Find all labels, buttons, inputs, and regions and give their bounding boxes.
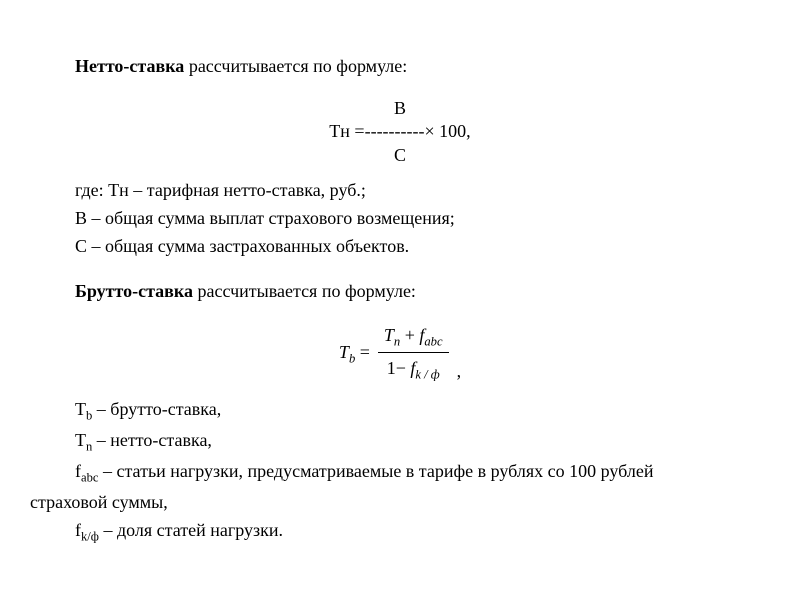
netto-heading-rest: рассчитывается по формуле:	[184, 56, 407, 76]
fk-rest: – доля статей нагрузки.	[99, 520, 283, 540]
brutto-den-1minus: 1−	[387, 358, 411, 378]
brutto-heading-bold: Брутто-ставка	[75, 281, 193, 301]
where-label: где:	[75, 180, 108, 200]
netto-formula-denominator: С	[370, 144, 430, 167]
tb-sym: T	[75, 399, 86, 419]
brutto-num-f-sub: abc	[424, 334, 442, 348]
tb-rest: – брутто-ставка,	[92, 399, 221, 419]
netto-formula-divline: ----------	[365, 120, 425, 143]
netto-formula-numerator: В	[370, 97, 430, 120]
brutto-def-tb: Tb – брутто-ставка,	[30, 396, 770, 425]
brutto-heading: Брутто-ставка рассчитывается по формуле:	[30, 278, 770, 304]
brutto-formula: Tb = Tn + fabc 1− fk / ф ,	[30, 322, 770, 385]
brutto-denominator: 1− fk / ф	[378, 353, 449, 384]
netto-formula: В Тн = ---------- × 100, С	[30, 97, 770, 167]
netto-defs: где: Тн – тарифная нетто-ставка, руб.; В…	[30, 177, 770, 259]
brutto-defs: Tb – брутто-ставка, Tn – нетто-ставка, f…	[30, 396, 770, 545]
tn-rest: – нетто-ставка,	[92, 430, 212, 450]
brutto-heading-rest: рассчитывается по формуле:	[193, 281, 416, 301]
netto-formula-times: × 100,	[425, 120, 471, 143]
netto-formula-mid: Тн = ---------- × 100,	[30, 120, 770, 143]
netto-def-tn-text: Тн – тарифная нетто-ставка, руб.;	[108, 180, 366, 200]
netto-def-c: С – общая сумма застрахованных объектов.	[30, 233, 770, 259]
brutto-formula-comma: ,	[457, 358, 462, 384]
brutto-def-fabc-cont: страховой суммы,	[30, 489, 770, 515]
brutto-den-f-sub: k / ф	[415, 368, 439, 382]
document-page: Нетто-ставка рассчитывается по формуле: …	[0, 0, 800, 600]
fk-sub: k/ф	[81, 530, 99, 544]
netto-def-tn: где: Тн – тарифная нетто-ставка, руб.;	[30, 177, 770, 203]
brutto-eq: =	[355, 342, 370, 362]
tn-sym: T	[75, 430, 86, 450]
brutto-num-T: T	[384, 325, 394, 345]
netto-heading: Нетто-ставка рассчитывается по формуле:	[30, 53, 770, 79]
netto-heading-bold: Нетто-ставка	[75, 56, 184, 76]
netto-formula-top: В	[30, 97, 770, 120]
brutto-fraction: Tn + fabc 1− fk / ф	[378, 322, 449, 385]
brutto-def-tn: Tn – нетто-ставка,	[30, 427, 770, 456]
fabc-sub: abc	[81, 471, 98, 485]
netto-def-b: В – общая сумма выплат страхового возмещ…	[30, 205, 770, 231]
brutto-def-fabc: fabc – статьи нагрузки, предусматриваемы…	[30, 458, 770, 487]
brutto-formula-lhs: Tb =	[339, 339, 370, 368]
fabc-rest: – статьи нагрузки, предусматриваемые в т…	[98, 461, 653, 481]
brutto-numerator: Tn + fabc	[378, 322, 449, 354]
netto-formula-lhs: Тн =	[329, 120, 364, 143]
brutto-def-fk: fk/ф – доля статей нагрузки.	[30, 517, 770, 546]
brutto-num-plus: +	[400, 325, 419, 345]
brutto-lhs-sym: T	[339, 342, 349, 362]
netto-formula-bottom: С	[30, 144, 770, 167]
